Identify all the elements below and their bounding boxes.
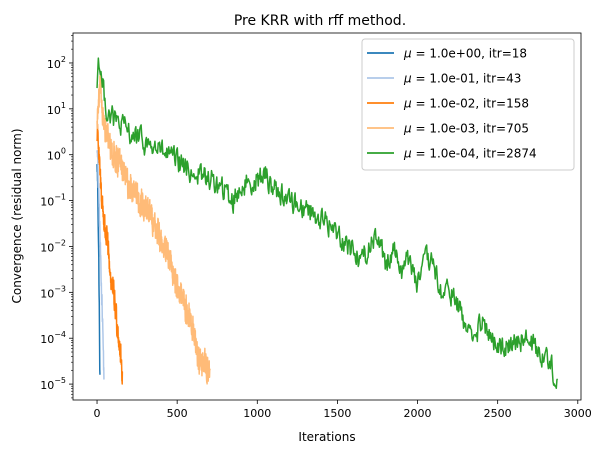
x-axis-ticks: 0 500 1000 1500 2000 2500 3000 bbox=[94, 400, 592, 420]
legend-box bbox=[361, 38, 575, 171]
y-tick-label: 10−5 bbox=[40, 376, 66, 392]
y-tick-label: 102 bbox=[47, 55, 66, 71]
legend-label: μ = 1.0e-02, itr=158 bbox=[403, 97, 529, 111]
y-tick-exponent: 0 bbox=[61, 147, 66, 156]
y-tick-label: 10−4 bbox=[40, 330, 66, 346]
y-tick-label: 10−1 bbox=[40, 193, 66, 209]
legend: μ = 1.0e+00, itr=18 μ = 1.0e-01, itr=43 μ … bbox=[361, 38, 575, 171]
y-tick-exponent: −3 bbox=[54, 284, 66, 293]
x-tick-label: 3000 bbox=[564, 407, 592, 420]
x-tick-label: 1500 bbox=[323, 407, 351, 420]
series-line bbox=[96, 149, 105, 380]
legend-label: μ = 1.0e-04, itr=2874 bbox=[403, 147, 537, 161]
y-tick-base: 10 bbox=[47, 58, 61, 71]
y-tick-label: 100 bbox=[47, 147, 66, 163]
y-tick-label: 10−2 bbox=[40, 238, 66, 254]
legend-label: μ = 1.0e-03, itr=705 bbox=[403, 122, 529, 136]
y-tick-exponent: −4 bbox=[54, 330, 66, 339]
chart-title: Pre KRR with rff method. bbox=[234, 13, 406, 29]
y-tick-base: 10 bbox=[40, 241, 54, 254]
x-tick-label: 0 bbox=[94, 407, 101, 420]
series-line bbox=[96, 74, 211, 385]
legend-label: μ = 1.0e+00, itr=18 bbox=[403, 47, 527, 61]
y-tick-base: 10 bbox=[47, 104, 61, 117]
y-tick-label: 10−3 bbox=[40, 284, 66, 300]
y-tick-exponent: −1 bbox=[54, 193, 66, 202]
y-axis-label: Convergence (residual norm) bbox=[10, 128, 24, 303]
series-line bbox=[96, 57, 559, 390]
plot-frame bbox=[72, 32, 582, 401]
y-tick-exponent: 2 bbox=[61, 55, 66, 64]
x-tick-label: 2000 bbox=[404, 407, 432, 420]
y-tick-exponent: 1 bbox=[61, 101, 66, 110]
y-tick-exponent: −2 bbox=[54, 238, 66, 247]
x-tick-label: 1000 bbox=[243, 407, 271, 420]
y-tick-base: 10 bbox=[40, 287, 54, 300]
x-tick-label: 2500 bbox=[484, 407, 512, 420]
series-lines bbox=[96, 57, 559, 390]
y-tick-base: 10 bbox=[47, 150, 61, 163]
series-line bbox=[96, 123, 124, 385]
y-tick-exponent: −5 bbox=[54, 376, 66, 385]
y-tick-base: 10 bbox=[40, 379, 54, 392]
x-tick-label: 500 bbox=[167, 407, 188, 420]
x-axis-label: Iterations bbox=[298, 430, 355, 444]
y-tick-base: 10 bbox=[40, 196, 54, 209]
y-tick-base: 10 bbox=[40, 333, 54, 346]
legend-label: μ = 1.0e-01, itr=43 bbox=[403, 72, 521, 86]
y-tick-label: 101 bbox=[47, 101, 66, 117]
